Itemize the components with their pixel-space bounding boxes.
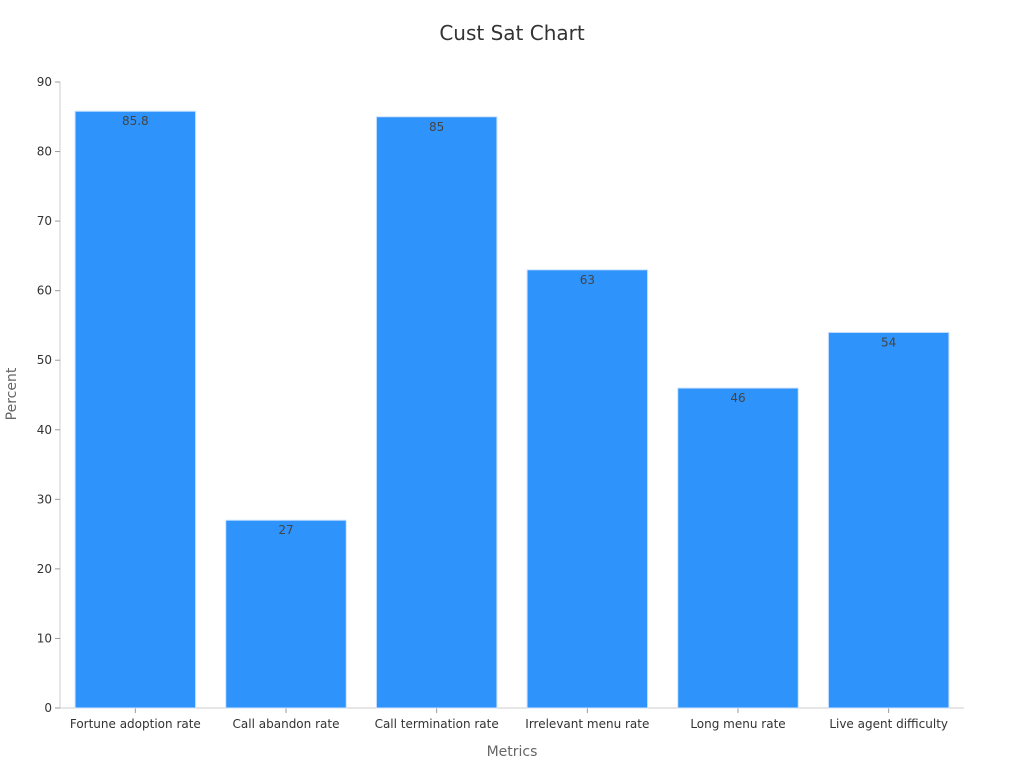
y-axis: 0 10 20 30 40 50 60 70 80 90	[37, 75, 61, 715]
data-label: 27	[278, 523, 293, 537]
data-label: 54	[881, 335, 896, 349]
bar	[74, 110, 197, 709]
x-tick-label: Long menu rate	[690, 717, 785, 731]
y-tick-label: 30	[37, 492, 52, 506]
bar	[375, 116, 498, 709]
data-label: 63	[580, 273, 595, 287]
chart-title: Cust Sat Chart	[439, 21, 585, 45]
bar	[827, 331, 950, 709]
y-tick-label: 10	[37, 631, 52, 645]
x-tick-label: Irrelevant menu rate	[525, 717, 649, 731]
y-tick-label: 80	[37, 145, 52, 159]
x-axis-title: Metrics	[487, 744, 538, 760]
data-label: 85.8	[122, 114, 149, 128]
bar	[225, 519, 347, 709]
y-tick-label: 50	[37, 353, 52, 367]
y-tick-label: 0	[44, 701, 52, 715]
data-label: 46	[730, 391, 745, 405]
x-tick-label: Live agent difficulty	[829, 717, 948, 731]
x-tick-label: Call termination rate	[375, 717, 499, 731]
bar-series	[74, 110, 950, 709]
y-tick-label: 40	[37, 423, 52, 437]
y-tick-label: 20	[37, 562, 52, 576]
bar	[526, 269, 649, 709]
y-tick-label: 70	[37, 214, 52, 228]
x-tick-label: Call abandon rate	[233, 717, 340, 731]
x-tick-label: Fortune adoption rate	[70, 717, 201, 731]
x-axis: Fortune adoption rate Call abandon rate Ca…	[60, 707, 964, 731]
bar	[677, 387, 799, 709]
y-tick-label: 60	[37, 284, 52, 298]
data-labels: 85.8 27 85 63 46 54	[122, 114, 896, 537]
y-axis-title: Percent	[4, 367, 20, 420]
y-tick-label: 90	[37, 75, 52, 89]
data-label: 85	[429, 120, 444, 134]
